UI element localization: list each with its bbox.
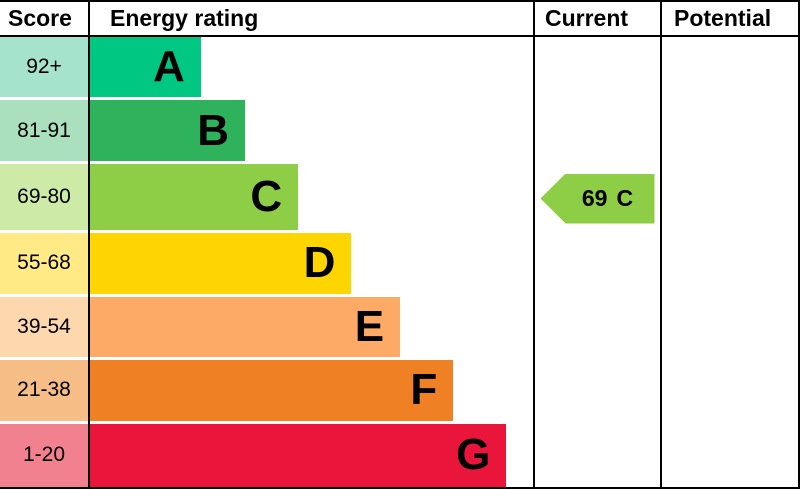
header-energy-rating: Energy rating — [90, 2, 535, 35]
score-cell: 81-91 — [0, 100, 90, 164]
epc-band-row-b: 81-91 B — [0, 100, 798, 164]
current-cell — [535, 296, 662, 361]
rating-bar-cell: G — [90, 423, 535, 487]
epc-band-row-e: 39-54 E — [0, 296, 798, 361]
band-letter: F — [410, 365, 438, 415]
score-range-label: 69-80 — [0, 163, 88, 231]
score-cell: 69-80 — [0, 163, 90, 234]
score-range-label: 55-68 — [0, 233, 88, 294]
potential-cell — [662, 164, 798, 233]
score-cell: 21-38 — [0, 360, 90, 424]
epc-band-row-g: 1-20 G — [0, 423, 798, 487]
rating-bar-a: A — [90, 37, 201, 98]
band-letter: C — [250, 172, 283, 222]
band-letter: D — [303, 238, 336, 288]
potential-cell — [662, 233, 798, 296]
rating-bar-cell: D — [90, 233, 535, 297]
rating-bar-d: D — [90, 233, 352, 294]
current-cell: 69 C — [535, 163, 662, 234]
potential-cell — [662, 297, 798, 360]
rating-bar-b: B — [90, 100, 246, 161]
rating-bar-c: C — [90, 163, 299, 231]
score-cell: 55-68 — [0, 233, 90, 297]
header-potential: Potential — [674, 5, 772, 31]
current-cell — [535, 100, 662, 164]
band-letter: A — [152, 42, 185, 92]
header-current: Current — [535, 2, 662, 35]
potential-cell — [662, 360, 798, 423]
rating-bar-f: F — [90, 360, 454, 421]
score-cell: 92+ — [0, 37, 90, 101]
current-rating-value: 69 — [581, 185, 608, 212]
current-cell — [535, 233, 662, 297]
epc-band-row-c: 69-80 C 69 C — [0, 163, 798, 234]
epc-band-row-a: 92+ A — [0, 37, 798, 101]
score-cell: 1-20 — [0, 423, 90, 487]
score-range-label: 39-54 — [0, 296, 88, 358]
band-letter: B — [197, 105, 230, 155]
current-cell — [535, 423, 662, 487]
current-rating-pointer: 69 C — [540, 173, 655, 224]
rating-bar-e: E — [90, 296, 401, 358]
band-letter: E — [354, 301, 385, 351]
epc-band-row-d: 55-68 D — [0, 233, 798, 297]
potential-cell — [662, 100, 798, 163]
rating-bar-cell: E — [90, 296, 535, 361]
current-cell — [535, 360, 662, 424]
score-range-label: 21-38 — [0, 360, 88, 421]
potential-cell — [662, 424, 798, 487]
rating-bar-cell: B — [90, 100, 535, 164]
rating-bar-cell: A — [90, 37, 535, 101]
score-cell: 39-54 — [0, 296, 90, 361]
header-score: Score — [0, 2, 90, 35]
rating-bar-cell: F — [90, 360, 535, 424]
score-range-label: 92+ — [0, 37, 88, 98]
epc-band-row-f: 21-38 F — [0, 360, 798, 424]
current-rating-letter: C — [616, 185, 634, 212]
score-range-label: 81-91 — [0, 100, 88, 161]
rating-bar-cell: C — [90, 163, 535, 234]
score-range-label: 1-20 — [0, 423, 88, 487]
header-row: Score Energy rating Current Potential — [0, 2, 798, 37]
band-letter: G — [456, 430, 491, 480]
potential-cell — [662, 37, 798, 100]
rating-bar-g: G — [90, 423, 507, 487]
epc-rows: 92+ A 81-91 B 69-80 C 69 C 55-68 D 39-54 E 21-38 F 1-2… — [0, 37, 798, 487]
current-cell — [535, 37, 662, 101]
